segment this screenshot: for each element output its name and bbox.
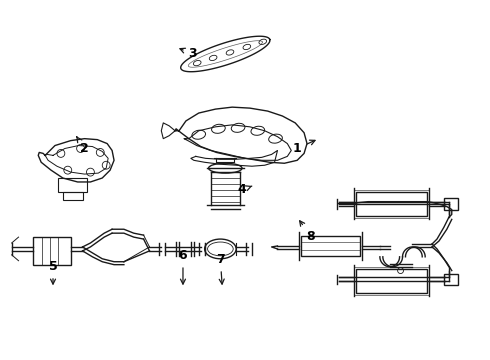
Text: 7: 7 <box>216 253 225 284</box>
Text: 6: 6 <box>179 249 187 284</box>
Text: 1: 1 <box>293 140 315 155</box>
Text: 2: 2 <box>76 137 89 155</box>
Text: 3: 3 <box>180 48 197 60</box>
Text: 4: 4 <box>238 183 252 196</box>
Text: 5: 5 <box>49 260 57 284</box>
Text: 8: 8 <box>300 221 315 243</box>
